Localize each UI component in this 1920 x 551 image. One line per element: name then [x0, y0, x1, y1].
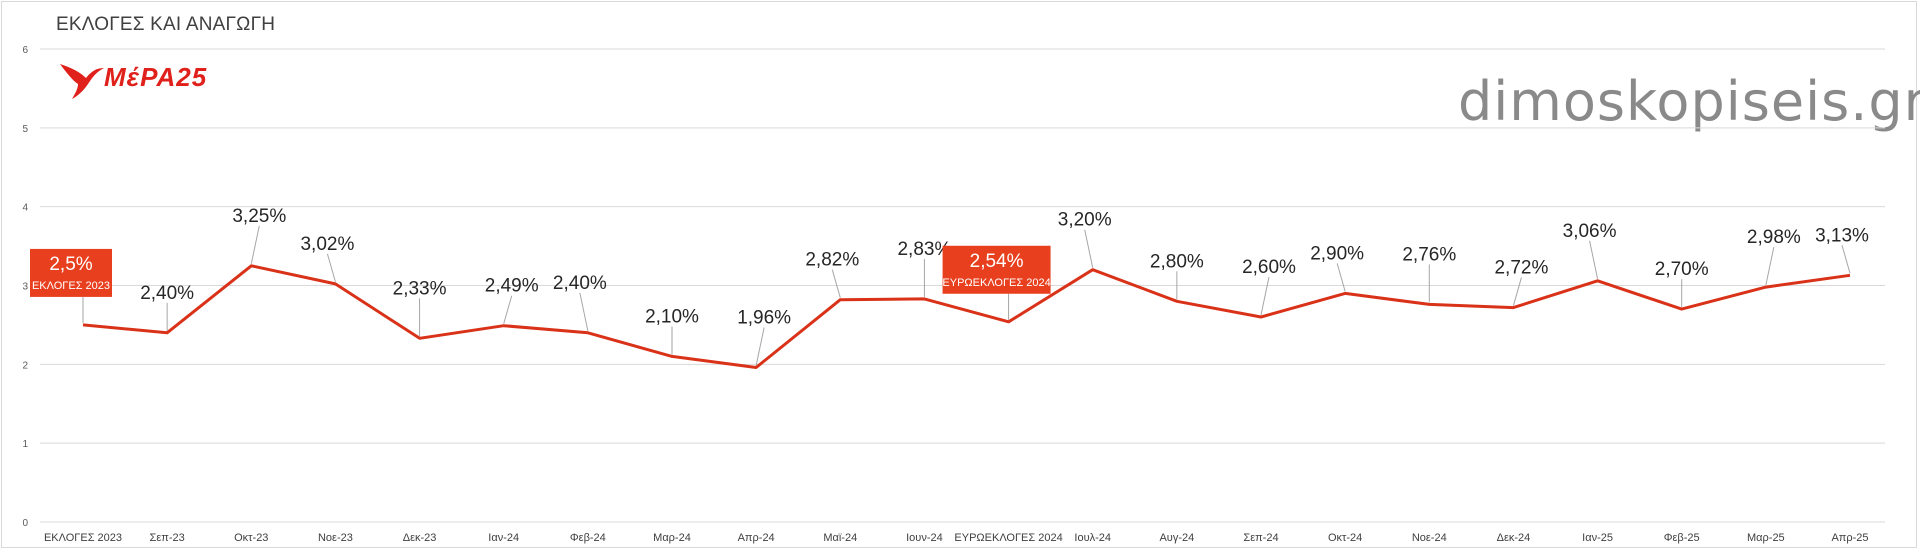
- data-label: 2,60%: [1242, 257, 1296, 278]
- x-tick-label: Φεβ-24: [570, 532, 606, 544]
- data-label: 2,33%: [393, 278, 447, 299]
- x-tick-label: Οκτ-24: [1328, 532, 1362, 544]
- data-label: 2,90%: [1310, 243, 1364, 264]
- x-tick-label: Μαρ-24: [653, 532, 691, 544]
- party-logo-text: ΜέΡΑ25: [104, 62, 208, 92]
- highlight-value-label: 2,5%: [49, 254, 92, 275]
- y-tick-label: 5: [22, 124, 28, 135]
- leader-line: [1841, 245, 1851, 274]
- x-tick-label: Δεκ-24: [1497, 532, 1531, 544]
- series-line: [82, 264, 1851, 369]
- y-tick-label: 0: [22, 518, 28, 529]
- data-label: 2,70%: [1655, 259, 1709, 280]
- y-tick-label: 1: [22, 439, 28, 450]
- data-label: 2,72%: [1494, 258, 1548, 279]
- x-tick-label: Νοε-23: [318, 532, 353, 544]
- data-label: 2,40%: [553, 273, 607, 294]
- data-label: 2,83%: [897, 239, 951, 260]
- data-label: 1,96%: [737, 307, 791, 328]
- data-label: 3,20%: [1058, 210, 1112, 231]
- y-tick-label: 3: [22, 282, 28, 293]
- data-label: 2,10%: [645, 306, 699, 327]
- leader-line: [1260, 276, 1270, 316]
- x-tick-label: Σεπ-24: [1243, 532, 1278, 544]
- x-tick-label: Νοε-24: [1412, 532, 1447, 544]
- data-label: 3,25%: [232, 206, 286, 227]
- x-tick-label: Δεκ-23: [403, 532, 437, 544]
- x-tick-label: ΕΚΛΟΓΕΣ 2023: [44, 532, 122, 544]
- x-tick-label: ΕΥΡΩΕΚΛΟΓΕΣ 2024: [954, 532, 1062, 544]
- y-tick-label: 2: [22, 360, 28, 371]
- data-label: 3,02%: [300, 234, 354, 255]
- leader-line: [1336, 263, 1346, 292]
- leader-line: [755, 327, 765, 366]
- x-tick-label: Οκτ-23: [234, 532, 268, 544]
- data-label: 2,40%: [140, 283, 194, 304]
- x-tick-label: Σεπ-23: [150, 532, 185, 544]
- leader-line: [326, 253, 336, 283]
- leader-line: [1589, 240, 1599, 279]
- x-tick-label: Ιουλ-24: [1074, 532, 1111, 544]
- y-tick-label: 4: [22, 203, 28, 214]
- x-tick-label: Ιουν-24: [906, 532, 943, 544]
- x-tick-label: Ιαν-25: [1582, 532, 1613, 544]
- x-tick-label: Ιαν-24: [488, 532, 519, 544]
- leader-line: [1084, 229, 1094, 268]
- leader-line: [579, 292, 589, 331]
- highlight-sublabel: ΕΚΛΟΓΕΣ 2023: [32, 280, 110, 292]
- x-tick-label: Μαρ-25: [1747, 532, 1785, 544]
- data-label: 2,82%: [805, 250, 859, 271]
- leader-line: [1512, 277, 1522, 306]
- swallow-logo-icon: [60, 64, 104, 99]
- x-tick-label: Φεβ-25: [1664, 532, 1700, 544]
- brand-watermark: dimoskopiseis.gr: [1458, 70, 1920, 133]
- leader-line: [831, 269, 841, 298]
- x-tick-label: Μαϊ-24: [823, 532, 857, 544]
- data-label: 3,13%: [1815, 225, 1869, 246]
- data-label: 2,49%: [485, 276, 539, 297]
- leader-line: [503, 295, 513, 324]
- highlight-value-label: 2,54%: [970, 251, 1024, 272]
- y-tick-label: 6: [22, 45, 28, 56]
- data-label: 3,06%: [1563, 221, 1617, 242]
- highlight-box: [942, 245, 1051, 294]
- leader-line: [1765, 246, 1775, 286]
- data-label: 2,80%: [1150, 251, 1204, 272]
- highlight-sublabel: ΕΥΡΩΕΚΛΟΓΕΣ 2024: [942, 277, 1050, 289]
- chart-title: ΕΚΛΟΓΕΣ ΚΑΙ ΑΝΑΓΩΓΗ: [56, 14, 276, 35]
- x-tick-label: Απρ-24: [738, 532, 775, 544]
- data-label: 2,98%: [1747, 227, 1801, 248]
- x-tick-label: Αυγ-24: [1159, 532, 1194, 544]
- x-tick-label: Απρ-25: [1831, 532, 1868, 544]
- highlight-box: [30, 248, 112, 297]
- data-label: 2,76%: [1402, 244, 1456, 265]
- leader-line: [250, 225, 260, 264]
